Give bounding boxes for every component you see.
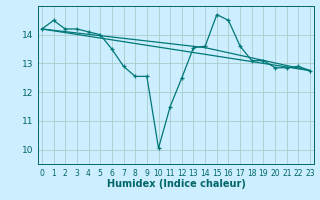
X-axis label: Humidex (Indice chaleur): Humidex (Indice chaleur) (107, 179, 245, 189)
